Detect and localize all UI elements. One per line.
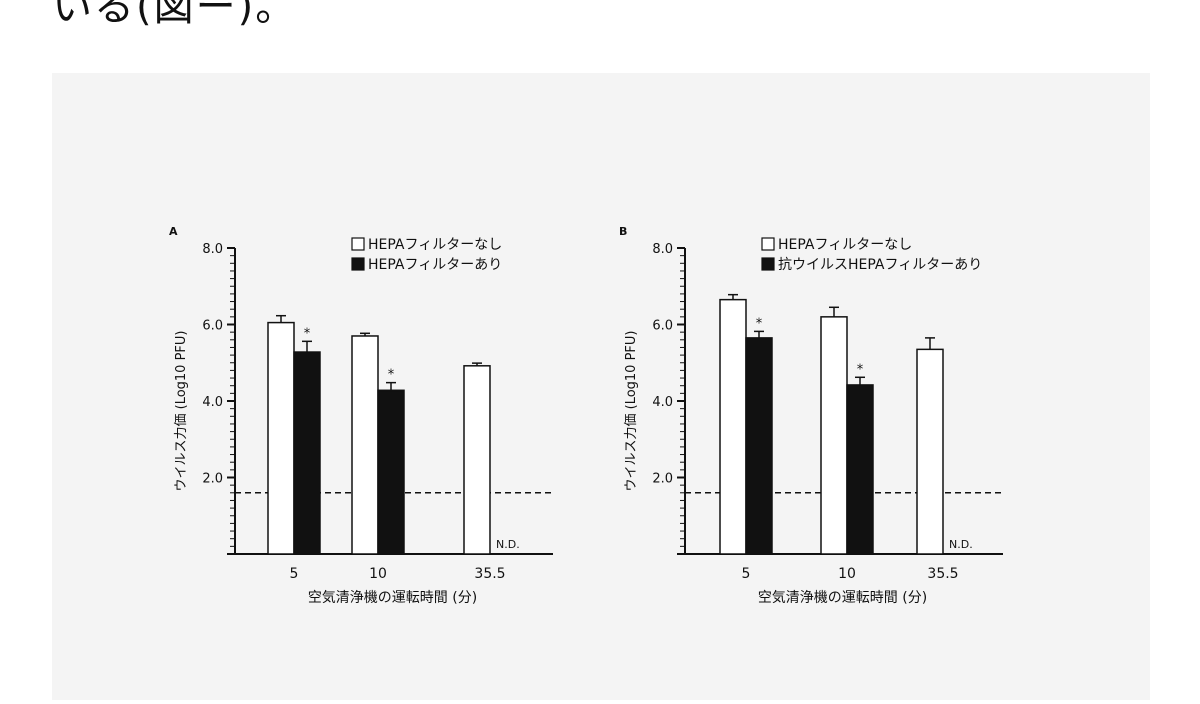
x-axis-label: 空気清浄機の運転時間 (分): [308, 590, 477, 606]
bar-filter-off: [719, 298, 747, 555]
y-tick-label: 8.0: [202, 242, 223, 257]
y-tick-label: 2.0: [652, 472, 673, 487]
significance-mark: *: [756, 316, 763, 331]
x-tick-label: 35.5: [927, 566, 958, 582]
significance-mark: *: [388, 368, 395, 383]
bar-filter-off: [267, 321, 295, 555]
not-detected-label: N.D.: [949, 538, 973, 551]
not-detected-label: N.D.: [496, 538, 520, 551]
y-tick-label: 8.0: [652, 242, 673, 257]
bar-filter-on: [846, 384, 874, 555]
figure-panel: A 8.0 6.0 4.0 2.0 ウイルス力価 (Log10 PFU) * 5 * 10 N.D.…: [52, 73, 1150, 700]
legend-label: 抗ウイルスHEPAフィルターあり: [778, 257, 982, 273]
bar-filter-on: [745, 337, 773, 555]
legend-swatch-open: [351, 237, 365, 251]
bar-filter-on: [377, 389, 405, 555]
legend-swatch-filled: [761, 257, 775, 271]
y-axis-label: ウイルス力価 (Log10 PFU): [174, 330, 189, 491]
bar-filter-on: [293, 351, 321, 555]
chart-panel-b: B 8.0 6.0 4.0 2.0 ウイルス力価 (Log10 PFU) * 5 * 10 N.D.…: [619, 225, 1003, 606]
y-axis-label: ウイルス力価 (Log10 PFU): [624, 330, 639, 491]
y-tick-label: 4.0: [652, 395, 673, 410]
panel-label: B: [619, 225, 627, 238]
y-tick-label: 6.0: [652, 319, 673, 334]
legend-label: HEPAフィルターあり: [368, 257, 502, 273]
legend-swatch-filled: [351, 257, 365, 271]
x-tick-label: 5: [290, 566, 299, 582]
bar-filter-off: [351, 335, 379, 555]
legend-label: HEPAフィルターなし: [368, 237, 502, 253]
bar-filter-off: [463, 365, 491, 555]
x-tick-label: 35.5: [474, 566, 505, 582]
significance-mark: *: [857, 362, 864, 377]
significance-mark: *: [304, 326, 311, 341]
panel-label: A: [169, 225, 178, 238]
x-tick-label: 10: [838, 566, 856, 582]
bar-filter-off: [916, 348, 944, 555]
x-axis-label: 空気清浄機の運転時間 (分): [758, 590, 927, 606]
legend-swatch-open: [761, 237, 775, 251]
figure-svg: A 8.0 6.0 4.0 2.0 ウイルス力価 (Log10 PFU) * 5 * 10 N.D.…: [169, 225, 1003, 606]
y-tick-label: 2.0: [202, 472, 223, 487]
y-tick-label: 6.0: [202, 319, 223, 334]
x-tick-label: 10: [369, 566, 387, 582]
bar-filter-off: [820, 316, 848, 555]
chart-panel-a: A 8.0 6.0 4.0 2.0 ウイルス力価 (Log10 PFU) * 5 * 10 N.D.…: [169, 225, 553, 606]
x-tick-label: 5: [742, 566, 751, 582]
page-text-fragment: いる(図ー)。: [52, 0, 298, 30]
legend-label: HEPAフィルターなし: [778, 237, 912, 253]
y-tick-label: 4.0: [202, 395, 223, 410]
